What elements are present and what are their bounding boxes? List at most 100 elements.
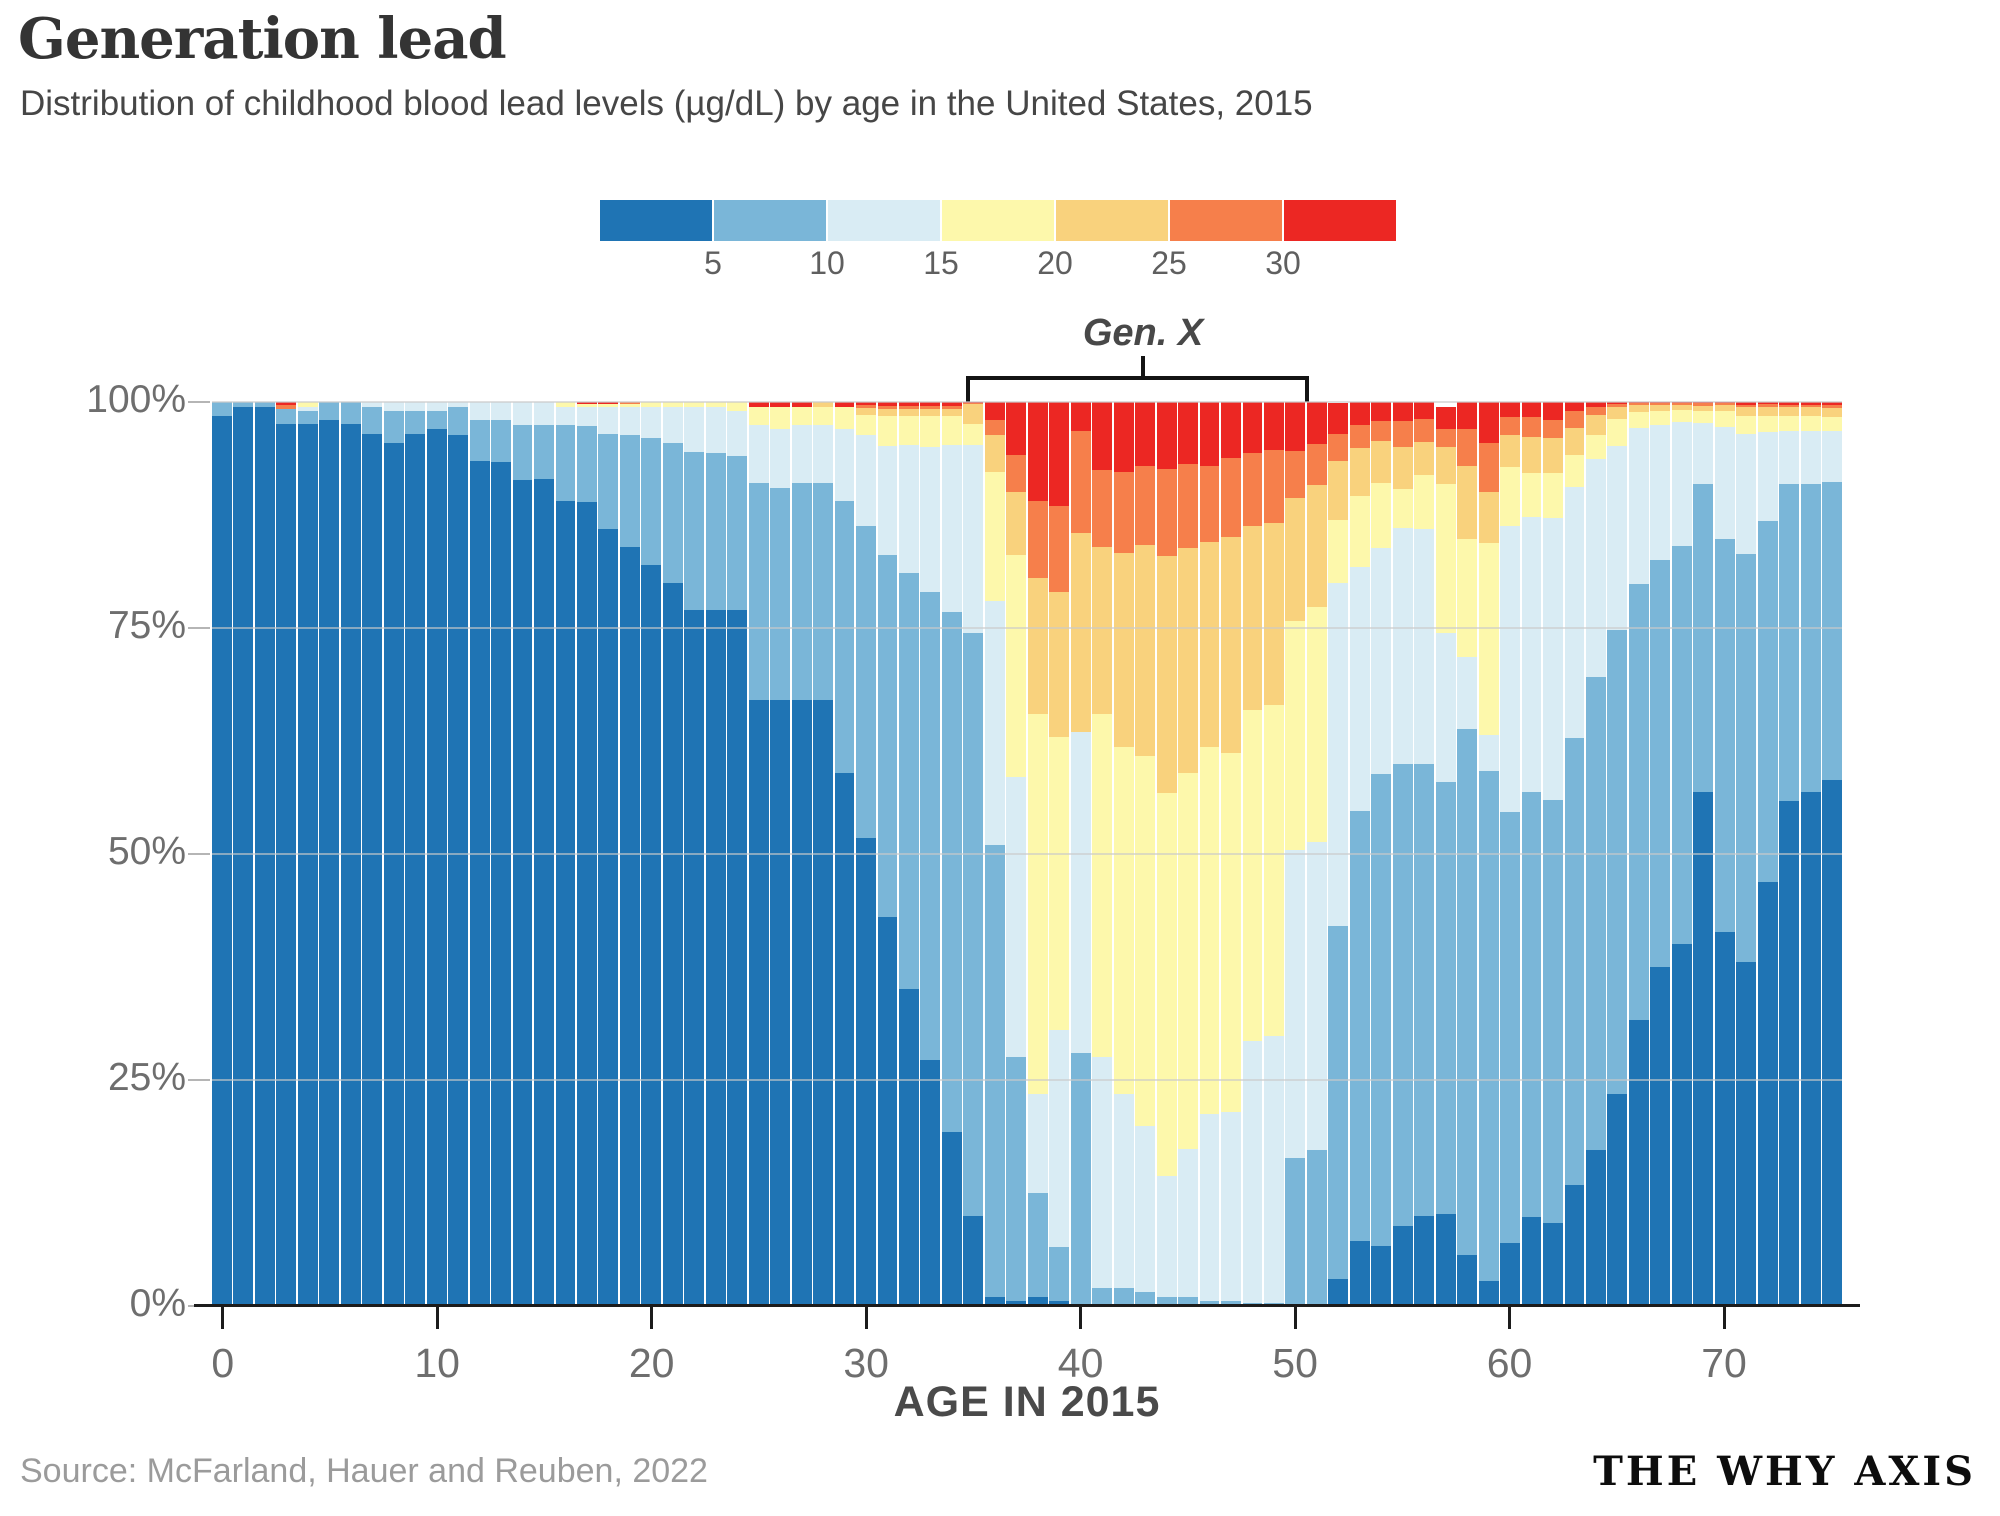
segment-<5-age-22: [684, 609, 705, 1306]
bar-age-56: [1414, 402, 1435, 1306]
segment-25-30-age-68: [1671, 402, 1692, 405]
segment-<5-age-2: [254, 407, 275, 1306]
bar-age-19: [619, 402, 640, 1306]
segment-5-10-age-11: [448, 406, 469, 435]
segment-15-20-age-59: [1478, 543, 1499, 735]
bar-age-33: [920, 402, 941, 1306]
source-note: Source: McFarland, Hauer and Reuben, 202…: [20, 1452, 708, 1490]
segment-20-25-age-69: [1693, 405, 1714, 412]
segment-25-30-age-50: [1285, 450, 1306, 498]
segment-<5-age-31: [877, 917, 898, 1306]
brand-logo: THE WHY AXIS: [1593, 1448, 1976, 1495]
segment-<5-age-35: [963, 1215, 984, 1306]
segment-15-20-age-41: [1092, 713, 1113, 1058]
segment-<5-age-52: [1328, 1278, 1349, 1306]
chart-subtitle: Distribution of childhood blood lead lev…: [20, 84, 1313, 123]
segment-5-10-age-33: [920, 591, 941, 1061]
segment-<5-age-70: [1714, 931, 1735, 1306]
segment-25-30-age-3: [276, 404, 297, 410]
segment-10-15-age-69: [1693, 422, 1714, 485]
segment-15-20-age-67: [1650, 411, 1671, 425]
segment-10-15-age-27: [791, 424, 812, 484]
segment-20-25-age-51: [1306, 485, 1327, 608]
segment-20-25-age-61: [1521, 437, 1542, 473]
segment-20-25-age-36: [984, 435, 1005, 472]
segment-10-15-age-65: [1607, 446, 1628, 630]
bar-age-65: [1607, 402, 1628, 1306]
bar-age-31: [877, 402, 898, 1306]
segment-10-15-age-15: [534, 402, 554, 425]
segment-10-15-age-56: [1414, 528, 1435, 764]
x-tick-label-50: 50: [1272, 1340, 1318, 1386]
segment-<5-age-24: [727, 609, 748, 1306]
segment-20-25-age-28: [813, 402, 833, 407]
gridline-75: [212, 627, 1842, 629]
bar-age-9: [405, 402, 426, 1306]
segment-20-25-age-34: [941, 409, 962, 416]
segment-<5-age-38: [1027, 1296, 1048, 1306]
segment-20-25-age-72: [1757, 406, 1778, 416]
segment-5-10-age-52: [1328, 926, 1349, 1279]
segment-<5-age-11: [448, 434, 469, 1306]
segment-20-25-age-46: [1199, 542, 1220, 748]
segment-5-10-age-31: [877, 554, 898, 918]
y-tick-label-100: 100%: [86, 378, 186, 421]
segment-<5-age-60: [1500, 1242, 1520, 1306]
segment-5-10-age-15: [534, 424, 554, 479]
bar-age-57: [1435, 402, 1456, 1306]
x-tick-20: [650, 1307, 654, 1329]
segment-5-10-age-17: [576, 425, 597, 503]
segment-10-15-age-64: [1586, 458, 1606, 677]
segment-10-15-age-9: [405, 402, 426, 412]
segment-25-30-age-67: [1650, 402, 1671, 405]
segment->30-age-57: [1435, 407, 1456, 430]
segment-5-10-age-61: [1521, 791, 1542, 1217]
segment-25-30-age-39: [1049, 506, 1070, 592]
segment-15-20-age-4: [297, 402, 318, 408]
segment-<5-age-29: [834, 772, 855, 1306]
segment-5-10-age-46: [1199, 1301, 1220, 1306]
segment-20-25-age-70: [1714, 404, 1735, 412]
segment->30-age-63: [1564, 402, 1585, 412]
segment->30-age-45: [1178, 402, 1198, 464]
segment-15-20-age-69: [1693, 411, 1714, 423]
legend-boundary-label: 30: [1265, 245, 1301, 281]
x-tick-70: [1722, 1307, 1726, 1329]
segment-20-25-age-75: [1822, 408, 1843, 417]
segment->30-age-71: [1736, 402, 1757, 405]
segment-20-25-age-49: [1263, 523, 1284, 705]
segment-5-10-age-26: [770, 487, 791, 701]
genx-bracket: [966, 356, 1309, 402]
segment-10-15-age-38: [1027, 1093, 1048, 1194]
segment-5-10-age-29: [834, 501, 855, 773]
segment-<5-age-23: [705, 609, 726, 1306]
segment-15-20-age-53: [1349, 496, 1370, 567]
bar-age-41: [1092, 402, 1113, 1306]
bar-age-42: [1113, 402, 1134, 1306]
segment-5-10-age-2: [254, 402, 275, 408]
segment-<5-age-5: [319, 420, 340, 1306]
segment-15-20-age-46: [1199, 747, 1220, 1115]
segment-15-20-age-51: [1306, 607, 1327, 843]
segment-20-25-age-67: [1650, 404, 1671, 412]
segment-5-10-age-71: [1736, 553, 1757, 962]
segment-25-30-age-54: [1371, 421, 1392, 441]
segment-<5-age-7: [362, 433, 383, 1306]
segment-<5-age-8: [383, 442, 404, 1306]
segment-10-15-age-17: [576, 406, 597, 426]
bar-age-34: [941, 402, 962, 1306]
segment-20-25-age-33: [920, 409, 941, 416]
bar-age-2: [254, 402, 275, 1306]
segment-15-20-age-43: [1135, 755, 1156, 1127]
segment-10-15-age-46: [1199, 1114, 1220, 1302]
segment-5-10-age-13: [491, 420, 511, 462]
segment-25-30-age-41: [1092, 469, 1113, 547]
segment-10-15-age-61: [1521, 516, 1542, 792]
segment-25-30-age-73: [1779, 404, 1800, 408]
segment-<5-age-19: [619, 546, 640, 1306]
x-tick-0: [221, 1307, 225, 1329]
segment->30-age-54: [1371, 402, 1392, 422]
segment-20-25-age-31: [877, 409, 898, 416]
bar-age-15: [534, 402, 554, 1306]
segment-10-15-age-54: [1371, 548, 1392, 775]
